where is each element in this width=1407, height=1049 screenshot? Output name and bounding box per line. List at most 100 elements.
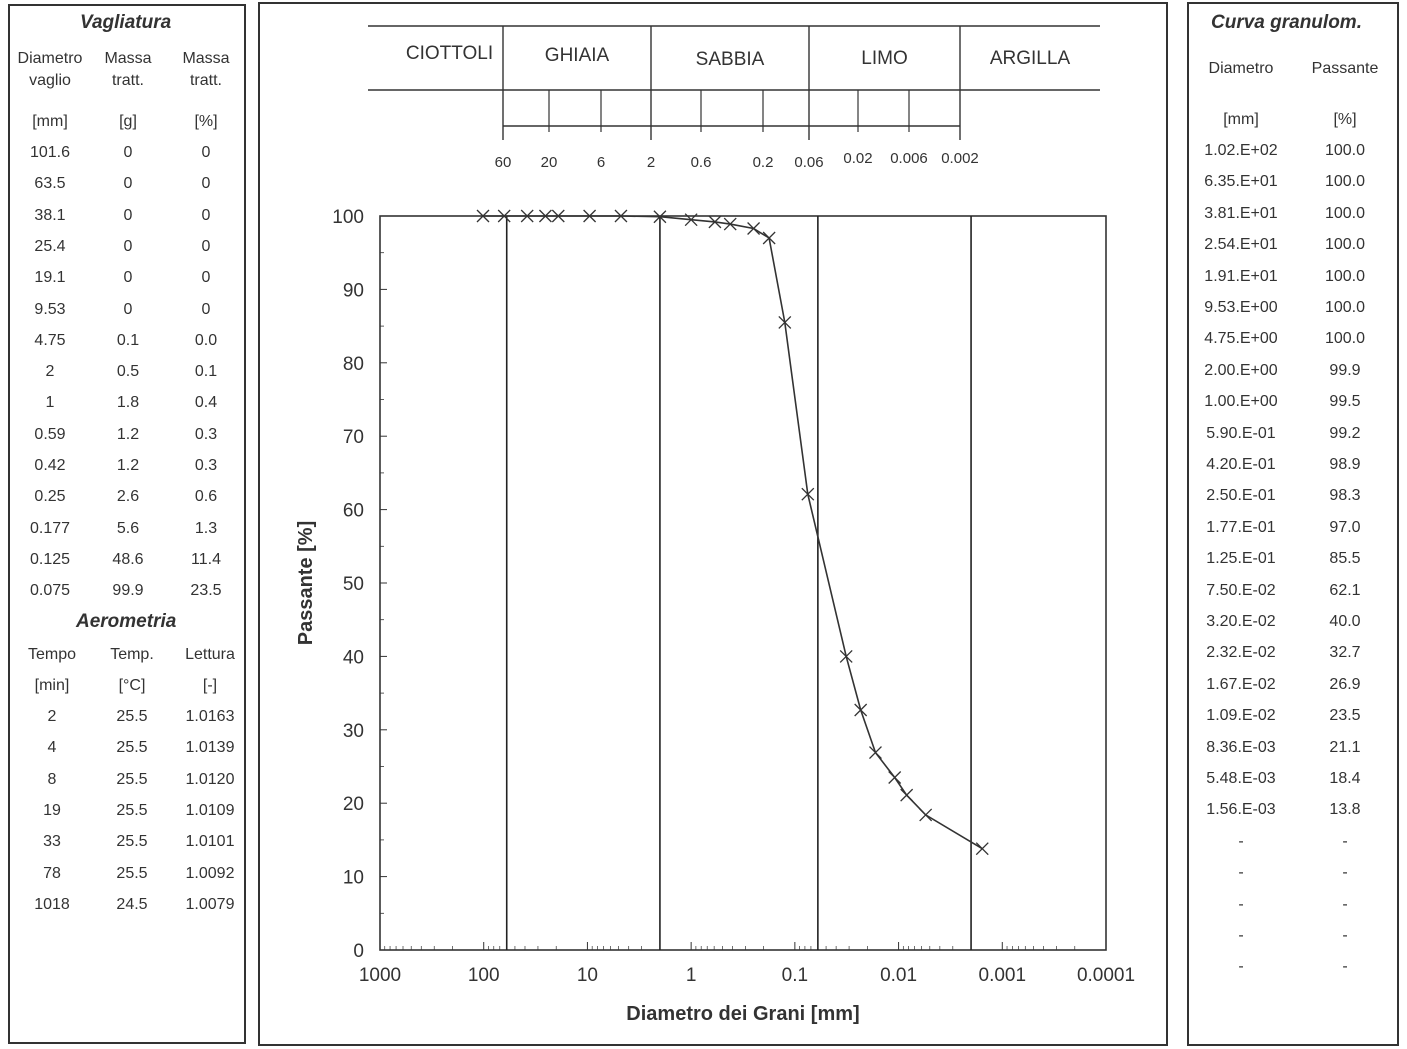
vagliatura-header: Massa tratt. xyxy=(104,50,152,89)
data-point xyxy=(583,209,597,223)
vagliatura-cell: 0 xyxy=(201,175,211,193)
aerometria-cell: 1.0163 xyxy=(185,708,235,725)
vagliatura-cell: 9.53 xyxy=(34,300,66,318)
data-point-mark xyxy=(888,771,902,784)
curva-panel: Curva granulom. Diametro Passante [mm] [%] 1… xyxy=(1187,2,1399,1046)
vagliatura-cell: 0.1 xyxy=(194,363,218,381)
data-point-mark xyxy=(653,210,667,224)
aerometria-title: Aerometria xyxy=(76,611,177,632)
curva-cell: - xyxy=(1342,864,1348,882)
data-point-mark xyxy=(614,209,628,223)
data-point xyxy=(975,842,989,856)
vagliatura-cell: 0 xyxy=(201,206,211,224)
curva-cell: 4.75.E+00 xyxy=(1204,330,1278,348)
curva-cell: 97.0 xyxy=(1329,518,1361,536)
data-point-mark xyxy=(708,215,722,229)
vagliatura-cell: 63.5 xyxy=(34,175,66,193)
data-point-mark xyxy=(778,315,792,329)
grain-size-chart: CIOTTOLI GHIAIA SABBIA LIMO ARGILLA 60 20 6 2 0.6… xyxy=(295,25,1135,1025)
vagliatura-cell: 99.9 xyxy=(112,582,144,600)
x-tick-label: 0.001 xyxy=(979,965,1027,986)
data-point xyxy=(538,209,552,223)
curva-cell: - xyxy=(1342,895,1348,913)
curva-cell: 85.5 xyxy=(1329,550,1361,568)
vagliatura-cell: 0 xyxy=(123,144,133,161)
data-point-mark xyxy=(839,649,853,663)
data-point xyxy=(747,222,761,235)
data-point xyxy=(900,788,914,802)
curva-cell: 1.77.E-01 xyxy=(1206,518,1276,536)
aerometria-header: Temp. xyxy=(110,646,154,663)
data-point-mark xyxy=(583,209,597,223)
vagliatura-cell: 0.6 xyxy=(194,488,218,506)
curva-cell: 99.2 xyxy=(1329,424,1361,442)
class-sub-tick-label: 20 xyxy=(541,154,558,171)
curva-cell: - xyxy=(1342,832,1348,850)
passante-curve xyxy=(483,215,983,850)
data-point xyxy=(551,209,565,223)
vagliatura-cell: 0.3 xyxy=(194,425,218,443)
class-sub-tick-label: 0.2 xyxy=(753,154,774,171)
aerometria-header: Tempo xyxy=(27,646,77,663)
curva-cell: 21.1 xyxy=(1329,738,1361,756)
y-tick-label: 20 xyxy=(343,794,364,815)
vagliatura-cell: 5.6 xyxy=(116,519,140,537)
curva-cell: - xyxy=(1342,927,1348,944)
class-sub-tick-label: 60 xyxy=(495,154,512,171)
vagliatura-cell: 0.5 xyxy=(116,363,140,381)
curva-unit: [mm] xyxy=(1223,111,1259,128)
curva-cell: 5.90.E-01 xyxy=(1206,424,1276,442)
x-tick-label: 0.01 xyxy=(880,965,917,986)
data-point xyxy=(888,771,902,784)
data-point-mark xyxy=(723,217,737,231)
vagliatura-cell: 0 xyxy=(201,300,211,318)
vagliatura-cell: 38.1 xyxy=(34,206,66,224)
data-point-mark xyxy=(684,213,698,227)
aerometria-cell: 1.0120 xyxy=(185,770,235,788)
curva-cell: 32.7 xyxy=(1329,644,1361,662)
plot-area: 0 10 20 30 40 50 60 70 80 90 100 1000 100 10 1 0.1 0.01 0… xyxy=(295,207,1135,1025)
curva-cell: - xyxy=(1238,864,1244,882)
x-axis-label: Diametro dei Grani [mm] xyxy=(626,1003,859,1025)
curva-cell: 3.81.E+01 xyxy=(1204,204,1278,222)
vagliatura-cell: 0 xyxy=(123,237,133,255)
curva-cell: 100.0 xyxy=(1324,236,1366,254)
x-tick-label: 0.1 xyxy=(782,965,808,986)
plot-frame xyxy=(379,215,1107,951)
curva-cell: 99.5 xyxy=(1329,393,1361,411)
vagliatura-cell: 1.3 xyxy=(194,519,218,537)
aerometria-cell: 25.5 xyxy=(116,770,148,788)
curva-cell: 100.0 xyxy=(1324,330,1366,348)
data-point xyxy=(778,315,792,329)
data-point-mark xyxy=(869,746,882,760)
aerometria-cell: 1.0092 xyxy=(185,864,235,882)
vagliatura-cell: 101.6 xyxy=(29,144,71,161)
curva-cell: 6.35.E+01 xyxy=(1204,173,1278,191)
curva-cell: - xyxy=(1238,832,1244,850)
vagliatura-cell: 0.075 xyxy=(29,582,71,600)
data-point-mark xyxy=(476,209,490,223)
aerometria-cell: 4 xyxy=(47,739,57,757)
vagliatura-header: Diametro vaglio xyxy=(17,50,83,89)
data-point-mark xyxy=(762,231,776,245)
curva-cell: 100.0 xyxy=(1324,142,1366,159)
vagliatura-cell: 0 xyxy=(201,237,211,255)
y-tick-label: 90 xyxy=(343,280,364,301)
aerometria-cell: 2 xyxy=(47,708,57,725)
vagliatura-cell: 0.4 xyxy=(194,394,218,412)
curva-cell: 100.0 xyxy=(1324,173,1366,191)
curva-cell: 7.50.E-02 xyxy=(1206,581,1276,599)
y-axis-label: Passante [%] xyxy=(295,521,317,646)
aerometria-cell: 1.0101 xyxy=(185,833,235,851)
vagliatura-cell: 0 xyxy=(123,269,133,287)
vagliatura-cell: 0.177 xyxy=(29,519,71,537)
aerometria-unit: [min] xyxy=(34,677,70,694)
class-band-label: GHIAIA xyxy=(545,45,610,66)
y-tick-label: 30 xyxy=(343,721,364,742)
x-tick-label: 100 xyxy=(468,965,500,986)
curva-cell: 1.25.E-01 xyxy=(1206,550,1276,568)
curva-cell: 100.0 xyxy=(1324,267,1366,285)
y-tick-label: 50 xyxy=(343,574,364,595)
curva-cell: 2.50.E-01 xyxy=(1206,487,1276,505)
curva-cell: 98.3 xyxy=(1329,487,1361,505)
